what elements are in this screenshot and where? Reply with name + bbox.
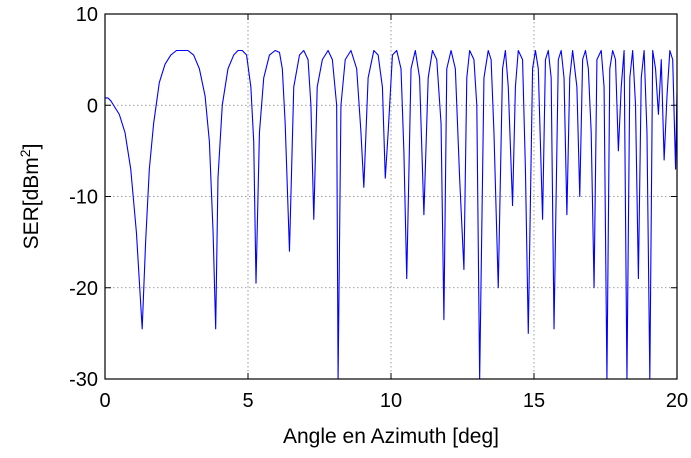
- plot-area: [105, 14, 677, 379]
- y-axis-label-close: ]: [20, 144, 43, 150]
- series-line-1: [105, 49, 677, 380]
- tick-labels: 0 5 10 15 20 -30 -20 -10 0 10: [69, 4, 688, 412]
- x-tick-label: 15: [523, 390, 545, 412]
- axis-ticks: [104, 13, 678, 380]
- y-tick-label: 10: [76, 4, 98, 26]
- y-tick-label: 0: [87, 95, 98, 117]
- x-tick-label: 20: [666, 390, 688, 412]
- y-axis-label-main: SER[dBm: [20, 157, 43, 249]
- y-axis-label: SER[dBm2]: [17, 144, 43, 250]
- x-tick-label: 0: [99, 390, 110, 412]
- y-axis-label-superscript: 2: [17, 149, 33, 157]
- x-tick-label: 5: [242, 390, 253, 412]
- y-tick-label: -10: [69, 187, 98, 209]
- x-tick-label: 10: [380, 390, 402, 412]
- y-tick-label: -30: [69, 369, 98, 391]
- x-axis-label: Angle en Azimuth [deg]: [283, 425, 499, 448]
- series-layer: [105, 49, 677, 380]
- y-tick-label: -20: [69, 278, 98, 300]
